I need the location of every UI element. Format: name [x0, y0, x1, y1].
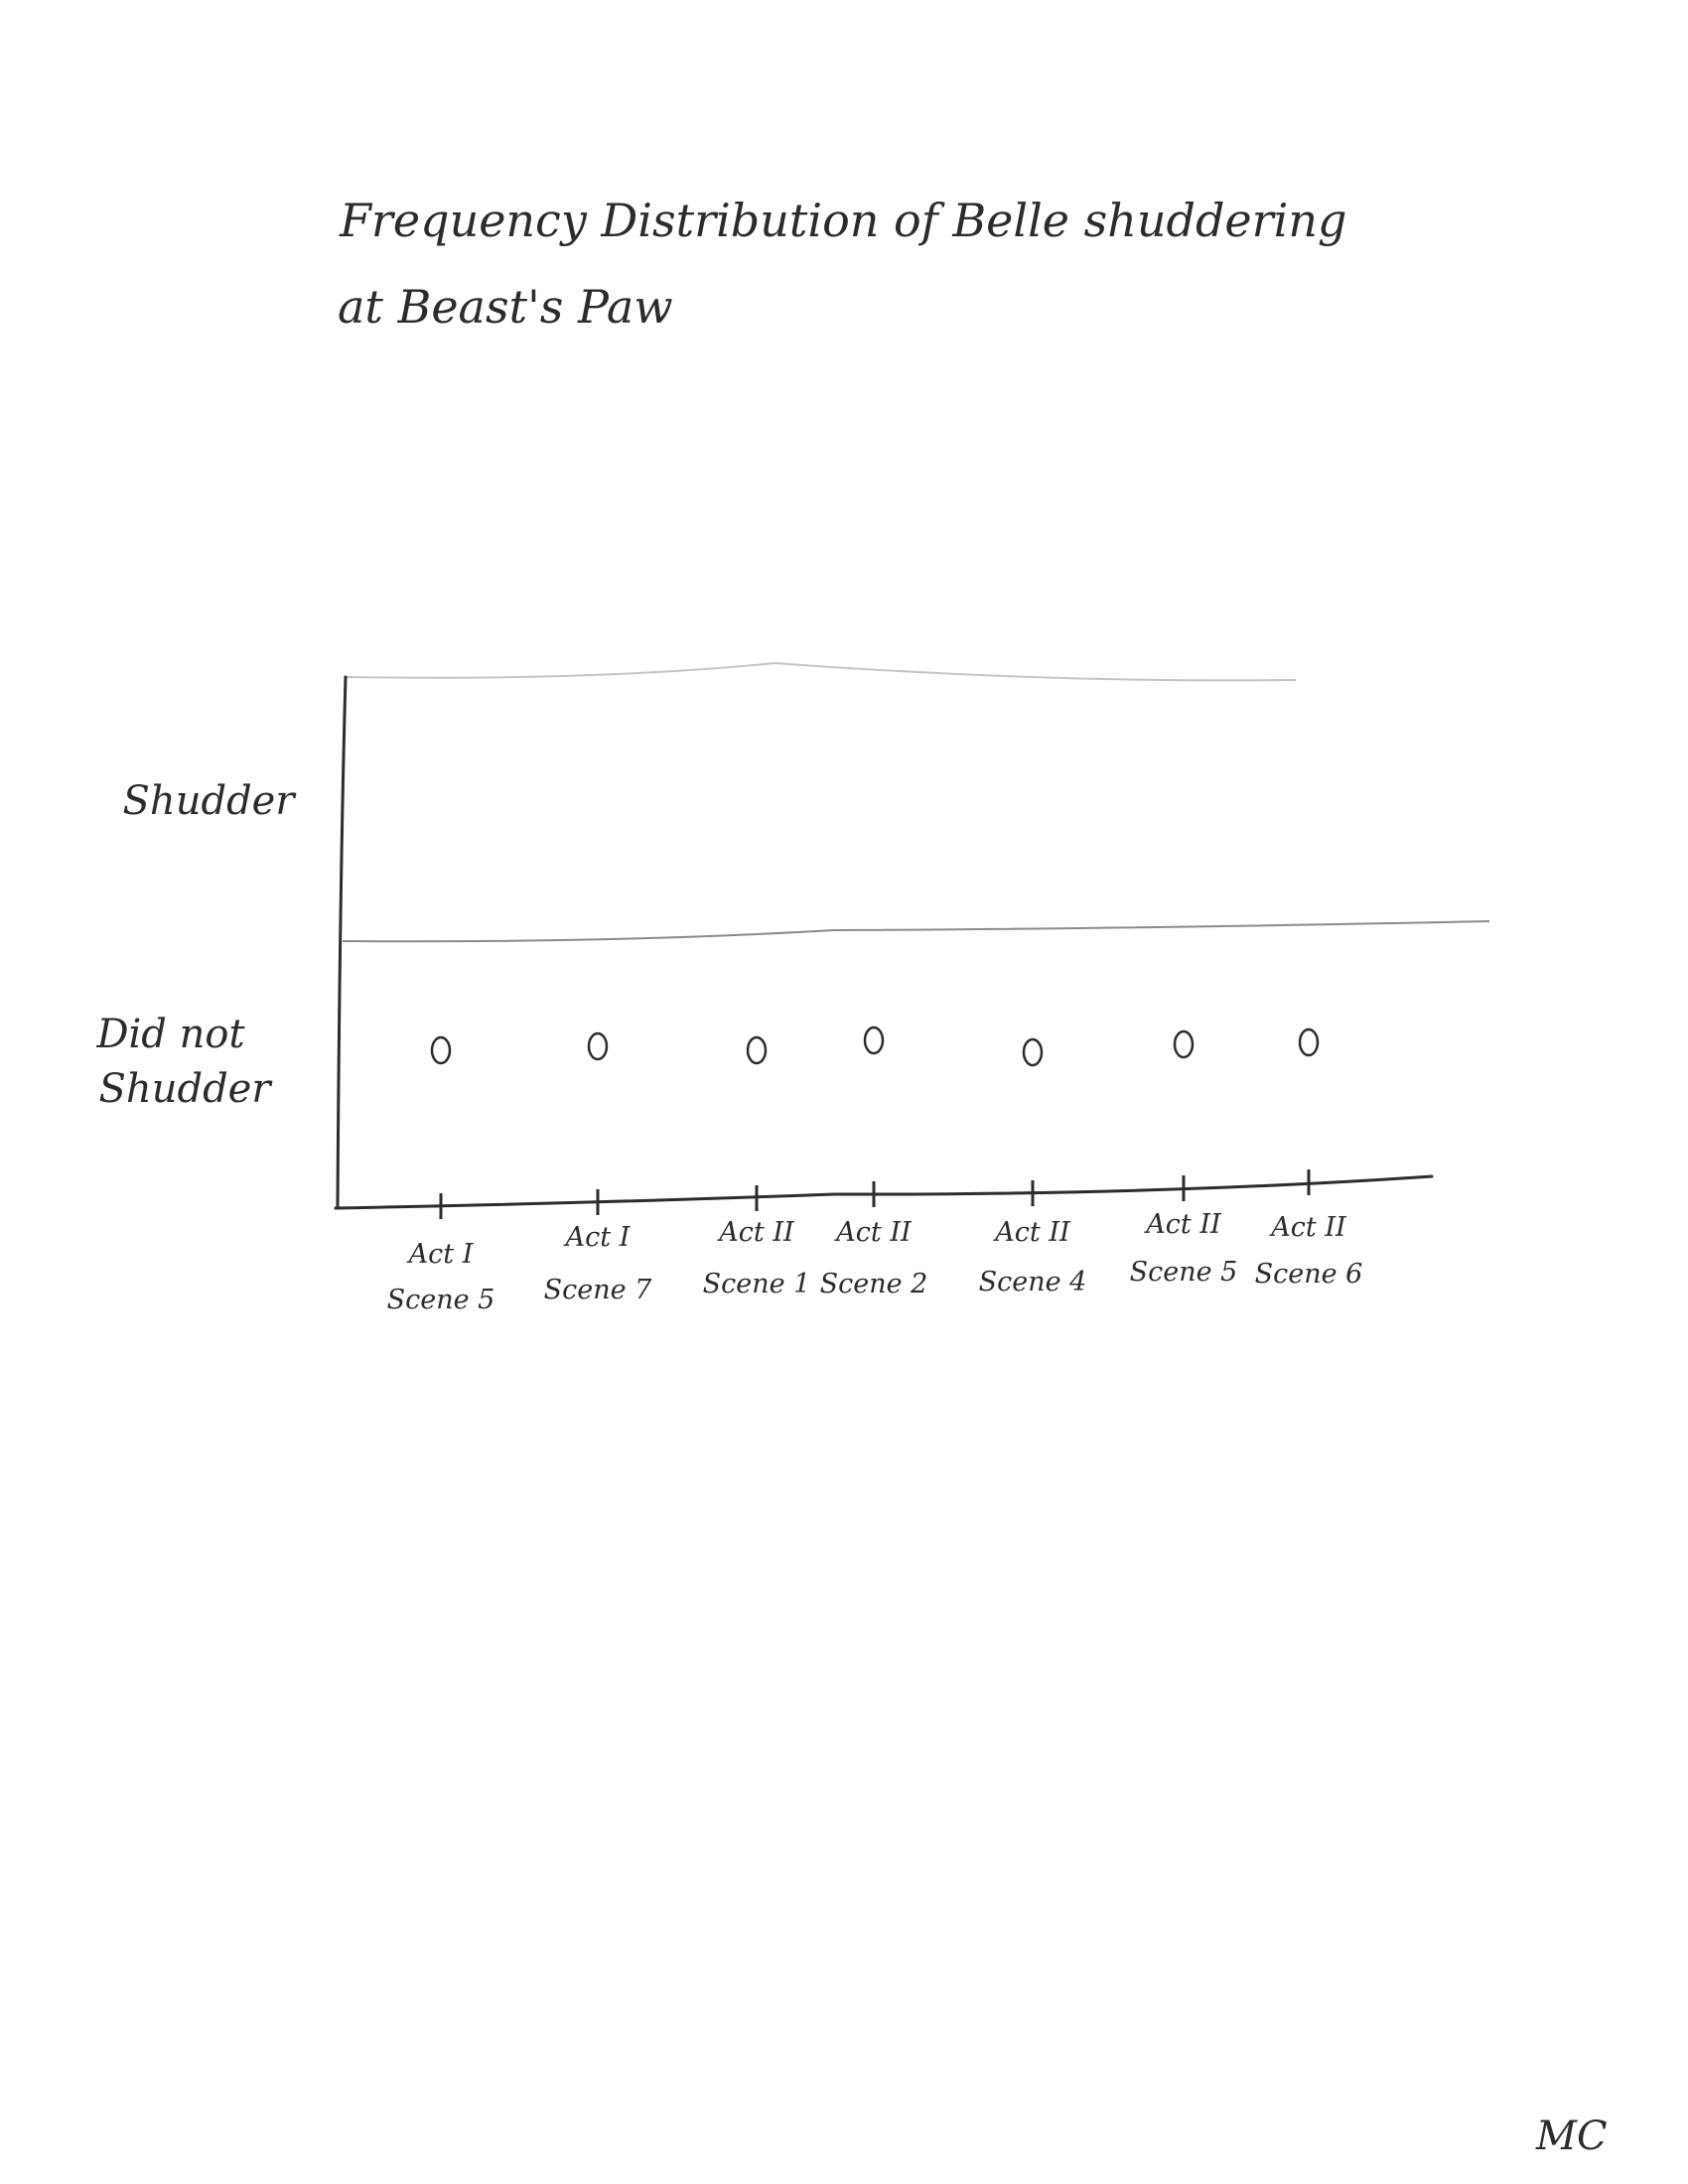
y-axis-labels: Shudder Did not Shudder [95, 778, 297, 1112]
x-tick-label-act-ii-scene-4-line-2: Scene 4 [979, 1267, 1087, 1297]
chart-title-line-1: Frequency Distribution of Belle shudderi… [339, 194, 1346, 247]
y-axis [336, 675, 348, 1208]
x-tick-label-act-ii-scene-6-line-2: Scene 6 [1255, 1259, 1363, 1290]
top-boundary-line [345, 661, 1297, 682]
x-tick-label-act-ii-scene-2-line-1: Act II [833, 1217, 913, 1248]
x-tick-label-act-ii-scene-5-line-1: Act II [1143, 1209, 1222, 1240]
x-tick-label-act-ii-scene-1-line-1: Act II [716, 1217, 795, 1248]
x-tick-label-act-ii-scene-5-line-2: Scene 5 [1130, 1257, 1238, 1288]
category-divider-line [342, 920, 1490, 943]
x-axis [334, 1174, 1434, 1210]
data-point-act-ii-scene-1 [746, 1035, 768, 1065]
data-point-act-i-scene-5 [430, 1035, 452, 1065]
data-point-act-ii-scene-4 [1022, 1037, 1044, 1067]
data-point-act-ii-scene-2 [863, 1025, 885, 1055]
y-label-did-not-shudder-line-1: Did not [95, 1012, 245, 1057]
x-tick-label-act-i-scene-5-line-2: Scene 5 [387, 1285, 495, 1315]
x-tick-label-act-i-scene-7-line-2: Scene 7 [544, 1275, 653, 1305]
chart-marks: Act I Scene 5 Act I Scene 7 Act II Scene 1 Act… [387, 1025, 1363, 1315]
x-tick-label-act-ii-scene-1-line-2: Scene 1 [703, 1269, 811, 1299]
chart-title-line-2: at Beast's Paw [338, 280, 673, 334]
x-tick-label-act-ii-scene-4-line-1: Act II [992, 1217, 1071, 1248]
x-tick-label-act-i-scene-7-line-1: Act I [563, 1222, 632, 1253]
data-point-act-ii-scene-5 [1173, 1029, 1195, 1059]
chart-title: Frequency Distribution of Belle shudderi… [338, 194, 1346, 334]
y-label-shudder-line-1: Shudder [123, 778, 298, 824]
author-initials: MC [1535, 2114, 1608, 2159]
data-point-act-i-scene-7 [587, 1031, 609, 1061]
x-tick-label-act-ii-scene-6-line-1: Act II [1268, 1212, 1347, 1243]
data-point-act-ii-scene-6 [1298, 1027, 1320, 1057]
y-label-did-not-shudder-line-2: Shudder [99, 1066, 274, 1112]
x-tick-label-act-ii-scene-2-line-2: Scene 2 [820, 1269, 928, 1299]
x-tick-label-act-i-scene-5-line-1: Act I [406, 1239, 475, 1270]
